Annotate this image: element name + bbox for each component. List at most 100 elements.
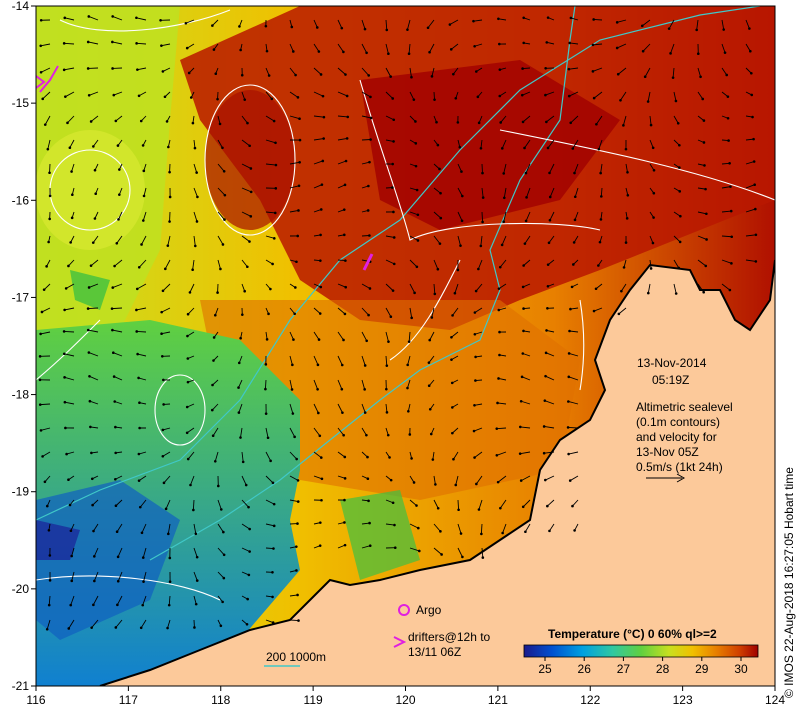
velocity-arrow-head [388,456,391,459]
velocity-arrow-head [217,484,220,488]
lon-tick-label: 122 [580,693,600,707]
velocity-arrow-head [118,193,121,196]
velocity-arrow-head [434,483,437,486]
velocity-arrow-head [111,15,114,18]
velocity-arrow [289,355,293,365]
velocity-arrow-head [271,621,275,624]
velocity-arrow [217,187,226,196]
velocity-arrow [337,137,348,141]
velocity-arrow-head [64,95,67,98]
velocity-arrow-head [430,75,434,78]
velocity-arrow-head [573,171,576,175]
velocity-arrow-head [667,27,671,30]
velocity-arrow [429,331,435,341]
velocity-arrow-head [651,241,655,245]
velocity-arrow-head [369,95,372,99]
velocity-arrow [142,595,147,606]
velocity-arrow-head [111,328,114,332]
velocity-arrow-head [456,121,460,124]
velocity-arrow-head [160,310,163,314]
velocity-arrow [289,161,300,165]
velocity-arrow [241,187,252,193]
velocity-arrow-head [139,626,143,630]
velocity-arrow-head [752,160,756,163]
velocity-arrow-head [567,352,571,355]
velocity-arrow-head [38,403,42,406]
velocity-arrow-head [93,555,96,558]
velocity-arrow-head [192,508,195,512]
lon-tick-label: 124 [765,693,785,707]
velocity-arrow [337,379,343,390]
velocity-arrow-head [185,46,189,50]
velocity-arrow [217,571,225,579]
velocity-arrow-head [495,427,499,430]
velocity-arrow-head [116,144,120,147]
velocity-arrow-head [363,411,367,414]
velocity-arrow-head [319,233,322,237]
velocity-arrow-head [111,40,114,44]
velocity-arrow [570,115,579,124]
velocity-arrow [193,211,198,222]
velocity-arrow-head [318,434,322,438]
velocity-arrow-head [705,212,708,216]
lat-tick-label: -14 [12,0,30,13]
velocity-arrow [409,259,418,268]
velocity-arrow-head [651,146,655,150]
velocity-arrow-head [412,481,416,484]
velocity-arrow [408,331,411,342]
velocity-arrow-head [264,387,267,391]
velocity-arrow [116,235,123,244]
velocity-arrow-head [43,123,47,126]
velocity-arrow-head [211,434,215,438]
velocity-arrow [217,163,225,172]
velocity-arrow [238,403,243,413]
velocity-arrow [217,139,223,149]
velocity-arrow-head [318,312,322,315]
velocity-arrow-head [69,529,73,533]
velocity-arrow-head [46,147,50,151]
velocity-arrow-head [249,167,253,170]
velocity-arrow-head [237,361,241,365]
velocity-arrow [644,67,651,77]
velocity-arrow-head [137,376,140,380]
velocity-arrow-head [137,265,141,269]
velocity-arrow [600,163,603,174]
velocity-arrow-head [89,264,93,267]
velocity-arrow-head [195,579,199,582]
velocity-arrow-head [166,626,169,630]
lat-tick-label: -19 [12,485,30,499]
velocity-arrow-head [548,218,552,222]
velocity-arrow-head [426,26,430,30]
velocity-arrow [93,523,99,532]
velocity-arrow [672,67,675,78]
velocity-arrow-head [414,142,418,145]
velocity-arrow-head [704,187,707,191]
velocity-arrow-head [521,285,525,289]
velocity-arrow [642,43,651,52]
info-line-1: Altimetric sealevel [636,400,733,414]
velocity-arrow-head [87,286,91,289]
velocity-arrow-head [118,168,121,171]
velocity-arrow [313,160,323,165]
velocity-arrow-head [248,240,251,243]
velocity-arrow-head [62,352,66,356]
velocity-arrow-head [430,316,434,319]
velocity-arrow [117,547,123,558]
velocity-arrow-head [524,530,527,534]
velocity-arrow-head [135,287,139,291]
velocity-arrow [167,523,171,534]
velocity-arrow-head [166,244,170,247]
velocity-arrow-head [569,121,573,125]
velocity-arrow-head [248,550,251,553]
velocity-arrow [525,523,531,532]
velocity-arrow-head [407,340,411,343]
argo-label: Argo [416,603,442,617]
velocity-arrow [361,115,372,119]
colorbar-tick-label: 29 [695,662,709,676]
velocity-arrow-head [616,72,620,76]
velocity-arrow-head [343,477,347,480]
velocity-arrow-head [222,576,226,580]
velocity-arrow-head [615,21,619,24]
velocity-arrow-head [728,161,731,165]
velocity-arrow-head [474,379,477,382]
